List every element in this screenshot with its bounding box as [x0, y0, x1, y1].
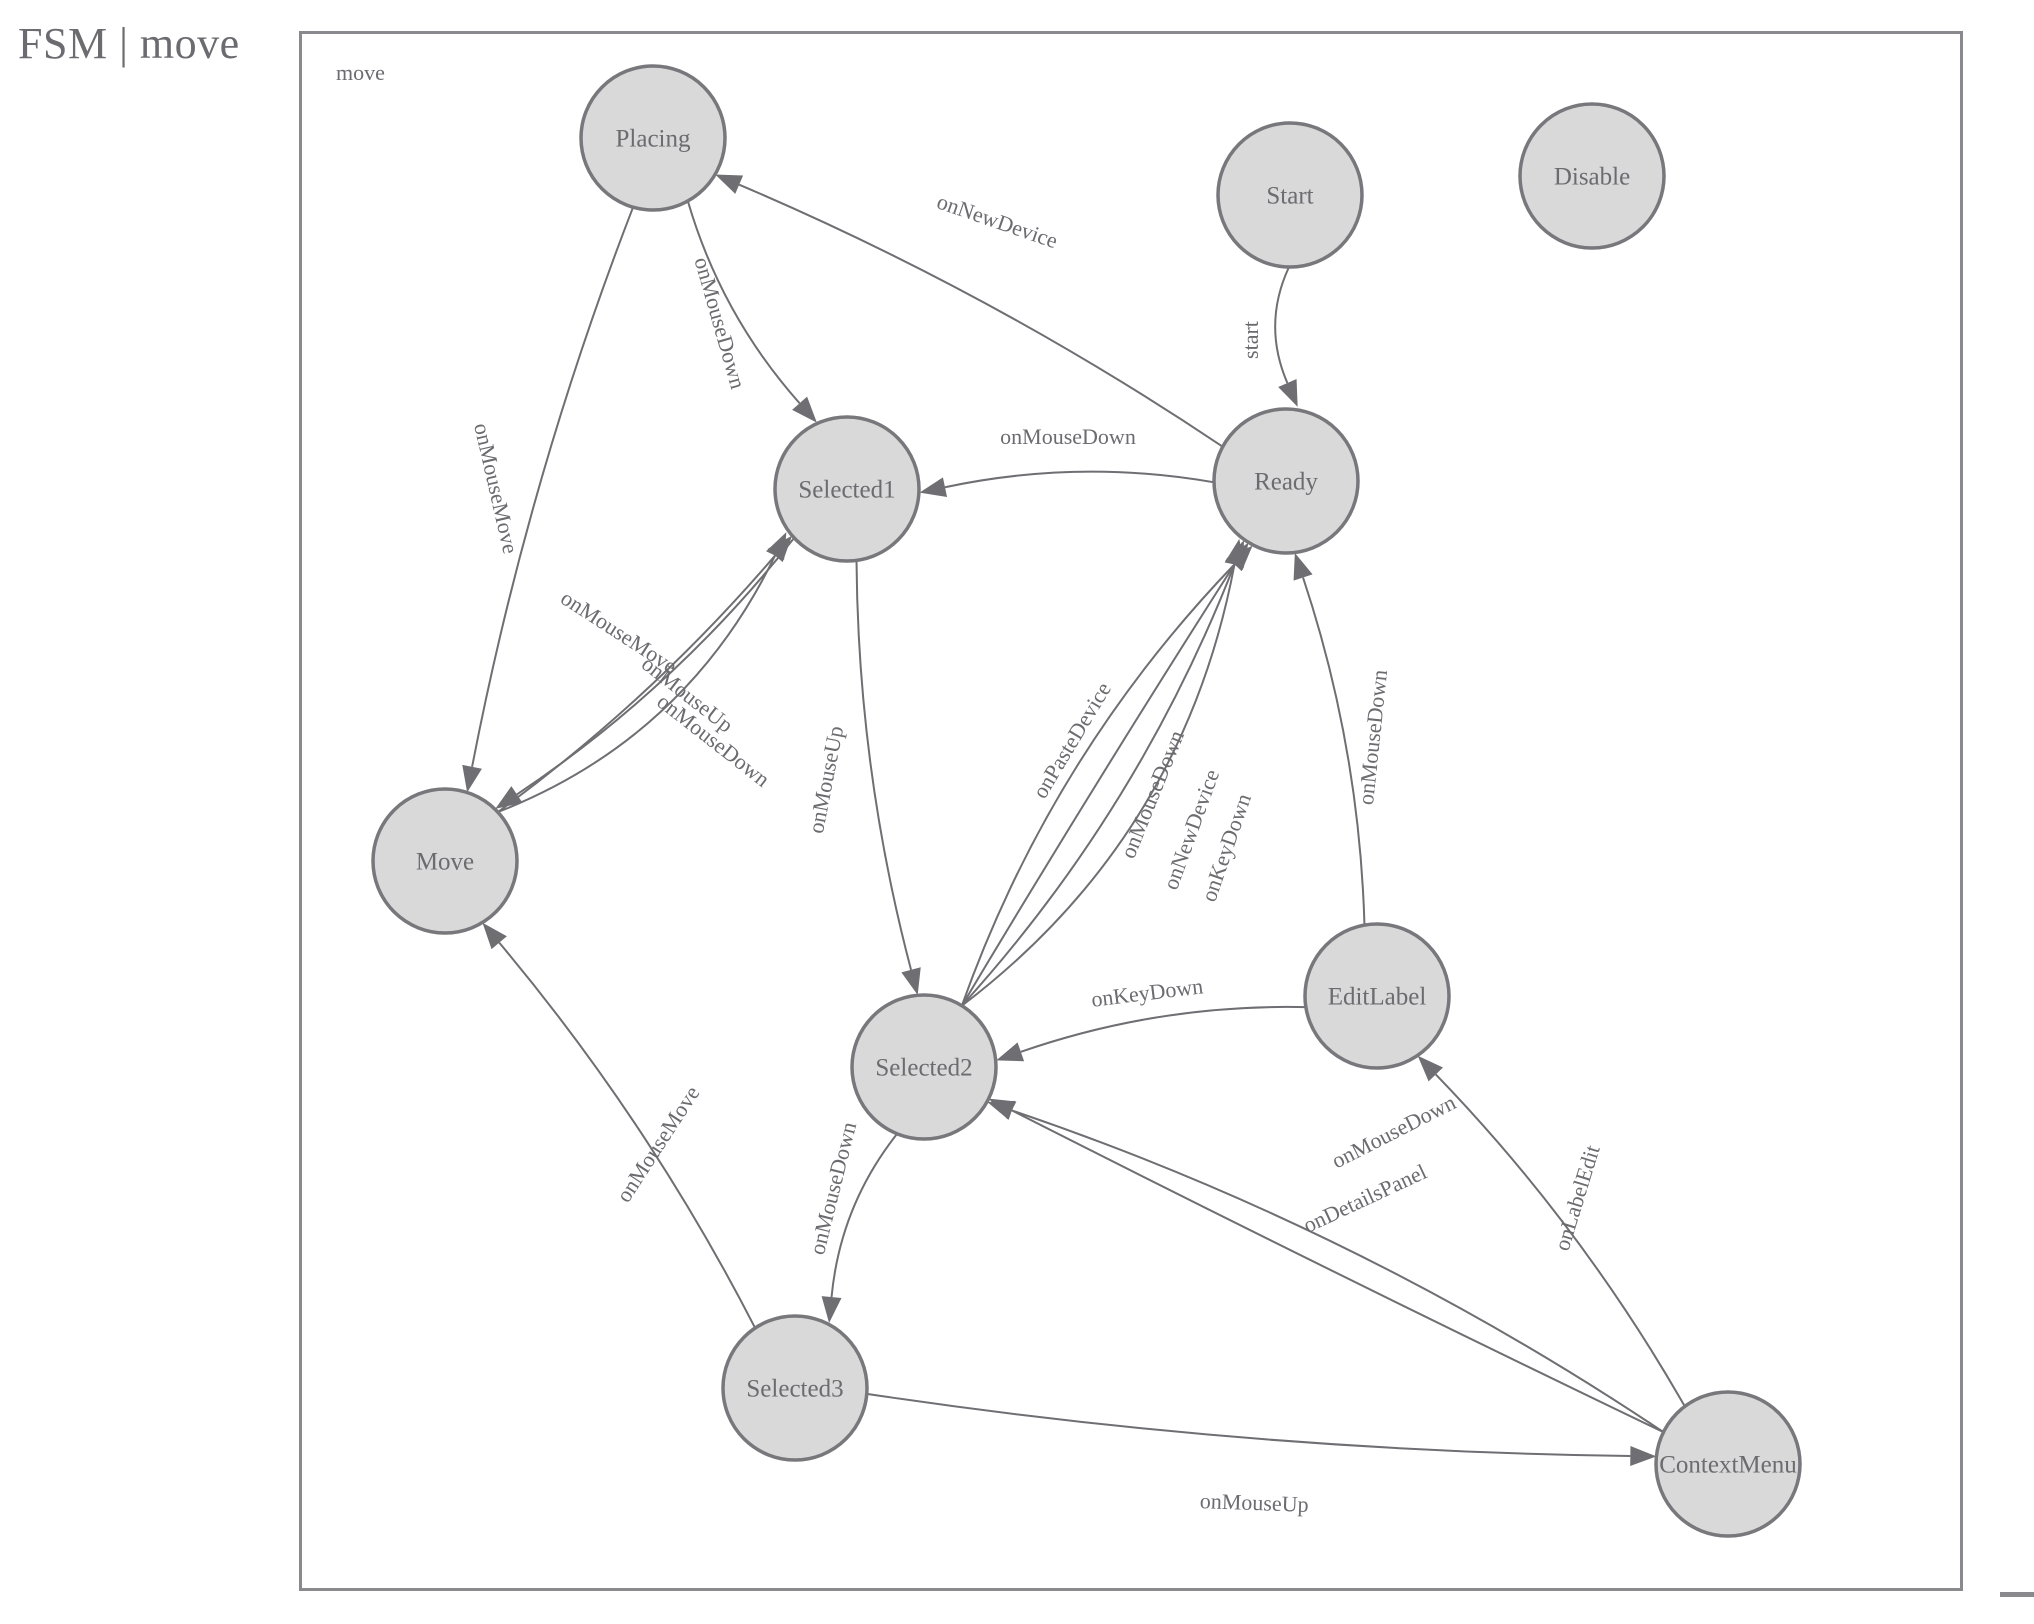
- state-node-label: Disable: [1554, 164, 1630, 191]
- state-node-circle[interactable]: [371, 787, 519, 935]
- edge-contextmenu-to-selected2: [1011, 1109, 1664, 1433]
- arrow-head-icon: [1630, 1446, 1657, 1467]
- edge-label-e5: onMouseMove: [469, 421, 523, 556]
- edge-label-e10: onPasteDevice: [1027, 678, 1116, 803]
- state-node-selected2[interactable]: Selected2: [850, 993, 998, 1141]
- edge-label-e16: onMouseDown: [804, 1119, 861, 1257]
- state-node-label: Placing: [616, 126, 691, 153]
- corner-mark: [2000, 1592, 2034, 1597]
- state-node-circle[interactable]: [1518, 102, 1666, 250]
- edge-selected1-to-selected2: [855, 560, 913, 971]
- state-node-label: Move: [416, 849, 474, 876]
- edge-label-e19: onMouseDown: [1327, 1089, 1459, 1173]
- edges-layer: [462, 174, 1686, 1467]
- edge-selected2-to-ready: [961, 564, 1236, 1007]
- state-node-label: Selected3: [746, 1376, 843, 1403]
- arrow-head-icon: [482, 922, 507, 950]
- arrow-head-icon: [1293, 552, 1313, 581]
- edge-move-to-selected1: [497, 555, 776, 814]
- edge-placing-to-move: [471, 206, 635, 768]
- edge-labels-layer: startonNewDeviceonMouseDownonMouseDownon…: [469, 189, 1605, 1517]
- edge-label-e3: onMouseDown: [1000, 424, 1136, 449]
- state-node-label: ContextMenu: [1659, 1452, 1797, 1479]
- edge-label-e21: onLabelEdit: [1549, 1142, 1605, 1253]
- edge-label-e9: onMouseUp: [803, 724, 848, 836]
- state-node-move[interactable]: Move: [371, 787, 519, 935]
- edge-selected2-to-ready: [960, 563, 1236, 1007]
- arrow-head-icon: [792, 396, 817, 423]
- edge-label-e14: onMouseDown: [1353, 668, 1392, 806]
- edge-placing-to-selected1: [686, 200, 801, 404]
- edge-selected3-to-contextmenu: [866, 1392, 1631, 1458]
- arrow-head-icon: [901, 967, 921, 995]
- arrow-head-icon: [996, 1042, 1025, 1062]
- edge-editlabel-to-ready: [1302, 577, 1366, 926]
- edge-selected2-to-ready: [960, 563, 1236, 1007]
- state-node-circle[interactable]: [850, 993, 998, 1141]
- arrow-head-icon: [1417, 1055, 1443, 1082]
- edge-contextmenu-to-editlabel: [1435, 1073, 1686, 1407]
- state-node-circle[interactable]: [1303, 922, 1451, 1070]
- state-node-placing[interactable]: Placing: [579, 64, 727, 212]
- state-node-start[interactable]: Start: [1216, 121, 1364, 269]
- edge-editlabel-to-selected2: [1020, 1005, 1306, 1053]
- arrow-head-icon: [766, 532, 787, 560]
- arrow-head-icon: [715, 174, 744, 194]
- state-node-editlabel[interactable]: EditLabel: [1303, 922, 1451, 1070]
- edge-ready-to-placing: [738, 183, 1224, 448]
- edge-ready-to-selected1: [944, 470, 1215, 489]
- state-node-circle[interactable]: [1212, 407, 1360, 555]
- state-node-circle[interactable]: [721, 1314, 869, 1462]
- edge-label-e1: start: [1238, 321, 1263, 359]
- page-title: FSM | move: [18, 19, 240, 68]
- arrow-head-icon: [1224, 538, 1245, 567]
- edge-label-e15: onKeyDown: [1090, 973, 1205, 1012]
- arrow-head-icon: [495, 786, 523, 809]
- edge-selected3-to-move: [498, 941, 757, 1329]
- state-node-disable[interactable]: Disable: [1518, 102, 1666, 250]
- state-node-label: Ready: [1254, 469, 1318, 496]
- state-node-circle[interactable]: [773, 415, 921, 563]
- fsm-diagram-frame: [299, 31, 1963, 1591]
- arrow-head-icon: [462, 764, 482, 793]
- state-node-ready[interactable]: Ready: [1212, 407, 1360, 555]
- edge-label-e17: onMouseMove: [611, 1081, 705, 1206]
- edge-move-to-selected1: [497, 554, 776, 813]
- state-node-circle[interactable]: [1216, 121, 1364, 269]
- arrow-head-icon: [1278, 379, 1298, 407]
- edge-start-to-ready: [1274, 266, 1290, 384]
- edge-label-e20: onDetailsPanel: [1299, 1159, 1430, 1238]
- state-node-label: Selected2: [875, 1055, 972, 1082]
- edge-label-e2: onNewDevice: [934, 189, 1061, 254]
- state-node-selected3[interactable]: Selected3: [721, 1314, 869, 1462]
- arrow-head-icon: [987, 1100, 1016, 1120]
- state-node-circle[interactable]: [1654, 1390, 1802, 1538]
- edge-selected2-to-selected3: [830, 1133, 898, 1298]
- state-node-label: EditLabel: [1328, 984, 1427, 1011]
- arrow-head-icon: [821, 1296, 842, 1323]
- edge-label-e18: onMouseUp: [1199, 1488, 1309, 1517]
- state-node-label: Selected1: [798, 477, 895, 504]
- nodes-layer: Placing Start Disable Selected1 Ready Move Sel…: [371, 64, 1802, 1538]
- state-node-selected1[interactable]: Selected1: [773, 415, 921, 563]
- arrow-head-icon: [919, 477, 948, 497]
- edge-contextmenu-to-selected2: [1011, 1109, 1664, 1434]
- state-node-circle[interactable]: [579, 64, 727, 212]
- edge-selected2-to-ready: [961, 564, 1236, 1007]
- graph-cluster-label: move: [336, 60, 385, 85]
- state-node-label: Start: [1266, 183, 1313, 210]
- state-node-contextmenu[interactable]: ContextMenu: [1654, 1390, 1802, 1538]
